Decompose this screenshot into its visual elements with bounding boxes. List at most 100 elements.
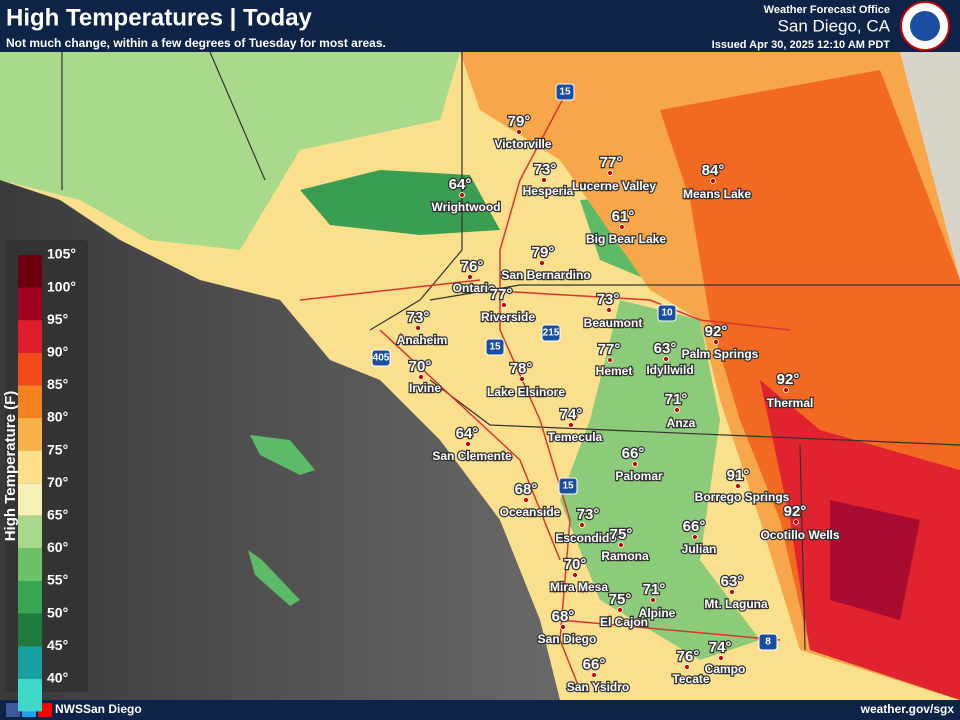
city-temp: 74° [560, 406, 583, 423]
city-name: San Clemente [432, 449, 512, 463]
website: weather.gov/sgx [860, 702, 955, 716]
city-name: San Diego [538, 632, 597, 646]
city-name: Palomar [615, 469, 663, 483]
city-temp: 77° [600, 154, 623, 171]
mountains [560, 300, 760, 660]
location: San Diego, CA [778, 16, 891, 35]
island [250, 435, 315, 475]
legend-label: 105° [47, 246, 76, 262]
legend-swatch [18, 287, 42, 321]
city-dot [650, 597, 656, 603]
city-dot [607, 170, 613, 176]
city-dot [783, 387, 789, 393]
city-temp: 73° [407, 309, 430, 326]
city-name: Campo [705, 662, 746, 676]
highway-number: 8 [765, 637, 771, 648]
city-temp: 66° [683, 518, 706, 535]
city-dot [459, 192, 465, 198]
legend-swatch [18, 320, 42, 353]
city-temp: 61° [612, 208, 635, 225]
city-temp: 92° [784, 503, 807, 520]
city-temp: 79° [532, 244, 555, 261]
city-temp: 68° [515, 481, 538, 498]
city-name: Lake Elsinore [487, 385, 565, 399]
legend-swatch [18, 255, 42, 288]
city-temp: 63° [654, 340, 677, 357]
city-temp: 71° [643, 581, 666, 598]
county-lines [61, 51, 960, 651]
city-temp: 76° [677, 648, 700, 665]
legend-label: 60° [47, 539, 68, 555]
highway-number: 405 [373, 353, 390, 364]
city-name: Idyllwild [646, 363, 693, 377]
city-dot [541, 177, 547, 183]
legend-label: 80° [47, 409, 68, 425]
city-name: Means Lake [683, 187, 751, 201]
city-temp: 75° [610, 526, 633, 543]
legend-swatch [18, 385, 42, 418]
city-dot [606, 307, 612, 313]
city-temp: 84° [702, 162, 725, 179]
city-temp: 68° [552, 608, 575, 625]
legend-swatch [18, 483, 42, 516]
legend-label: 55° [47, 572, 68, 588]
city-name: Ocotillo Wells [760, 528, 839, 542]
city-name: Mira Mesa [550, 580, 608, 594]
legend-swatch [18, 418, 42, 451]
city-name: Anaheim [397, 333, 448, 347]
city-name: Mt. Laguna [704, 597, 768, 611]
city-temp: 73° [597, 291, 620, 308]
city-name: Palm Springs [682, 347, 759, 361]
social-handle: NWSSan Diego [55, 702, 142, 716]
city-dot [572, 572, 578, 578]
city-dot [579, 522, 585, 528]
city-temp: 64° [456, 425, 479, 442]
city-name: Wrightwood [431, 200, 500, 214]
title: High Temperatures | Today [6, 4, 313, 31]
city-name: Escondido [555, 531, 616, 545]
city-name: San Ysidro [567, 680, 629, 694]
legend-title: High Temperature (F) [2, 391, 19, 542]
city-temp: 73° [534, 161, 557, 178]
city-dot [684, 664, 690, 670]
legend-swatch [18, 678, 42, 712]
city-dot [607, 357, 613, 363]
legend-label: 70° [47, 474, 68, 490]
issued: Issued Apr 30, 2025 12:10 AM PDT [712, 39, 891, 51]
city-dot [735, 483, 741, 489]
subtitle: Not much change, within a few degrees of… [6, 36, 386, 50]
city-name: Riverside [481, 310, 535, 324]
city-name: San Bernardino [501, 268, 590, 282]
legend-label: 95° [47, 311, 68, 327]
city-dot [418, 374, 424, 380]
city-name: Ramona [601, 549, 649, 563]
city-name: Tecate [672, 672, 709, 686]
office: Weather Forecast Office [764, 4, 890, 16]
legend-swatch [18, 352, 42, 386]
city-dot [465, 441, 471, 447]
city-temp: 64° [449, 176, 472, 193]
city-name: Hemet [596, 364, 633, 378]
city-temp: 92° [777, 371, 800, 388]
city-dot [710, 178, 716, 184]
city-temp: 74° [709, 639, 732, 656]
city-dot [501, 302, 507, 308]
city-name: Beaumont [584, 316, 643, 330]
city-dot [729, 589, 735, 595]
city-temp: 66° [583, 656, 606, 673]
highway-number: 15 [562, 481, 574, 492]
legend-label: 90° [47, 344, 68, 360]
highway-number: 15 [489, 342, 501, 353]
city-dot [523, 497, 529, 503]
city-dot [415, 325, 421, 331]
island [248, 550, 300, 606]
city-temp: 73° [577, 506, 600, 523]
city-dot [467, 274, 473, 280]
city-dot [793, 519, 799, 525]
city-temp: 75° [609, 591, 632, 608]
legend-swatch [18, 646, 42, 679]
city-name: El Cajon [600, 615, 648, 629]
legend-label: 75° [47, 441, 68, 457]
